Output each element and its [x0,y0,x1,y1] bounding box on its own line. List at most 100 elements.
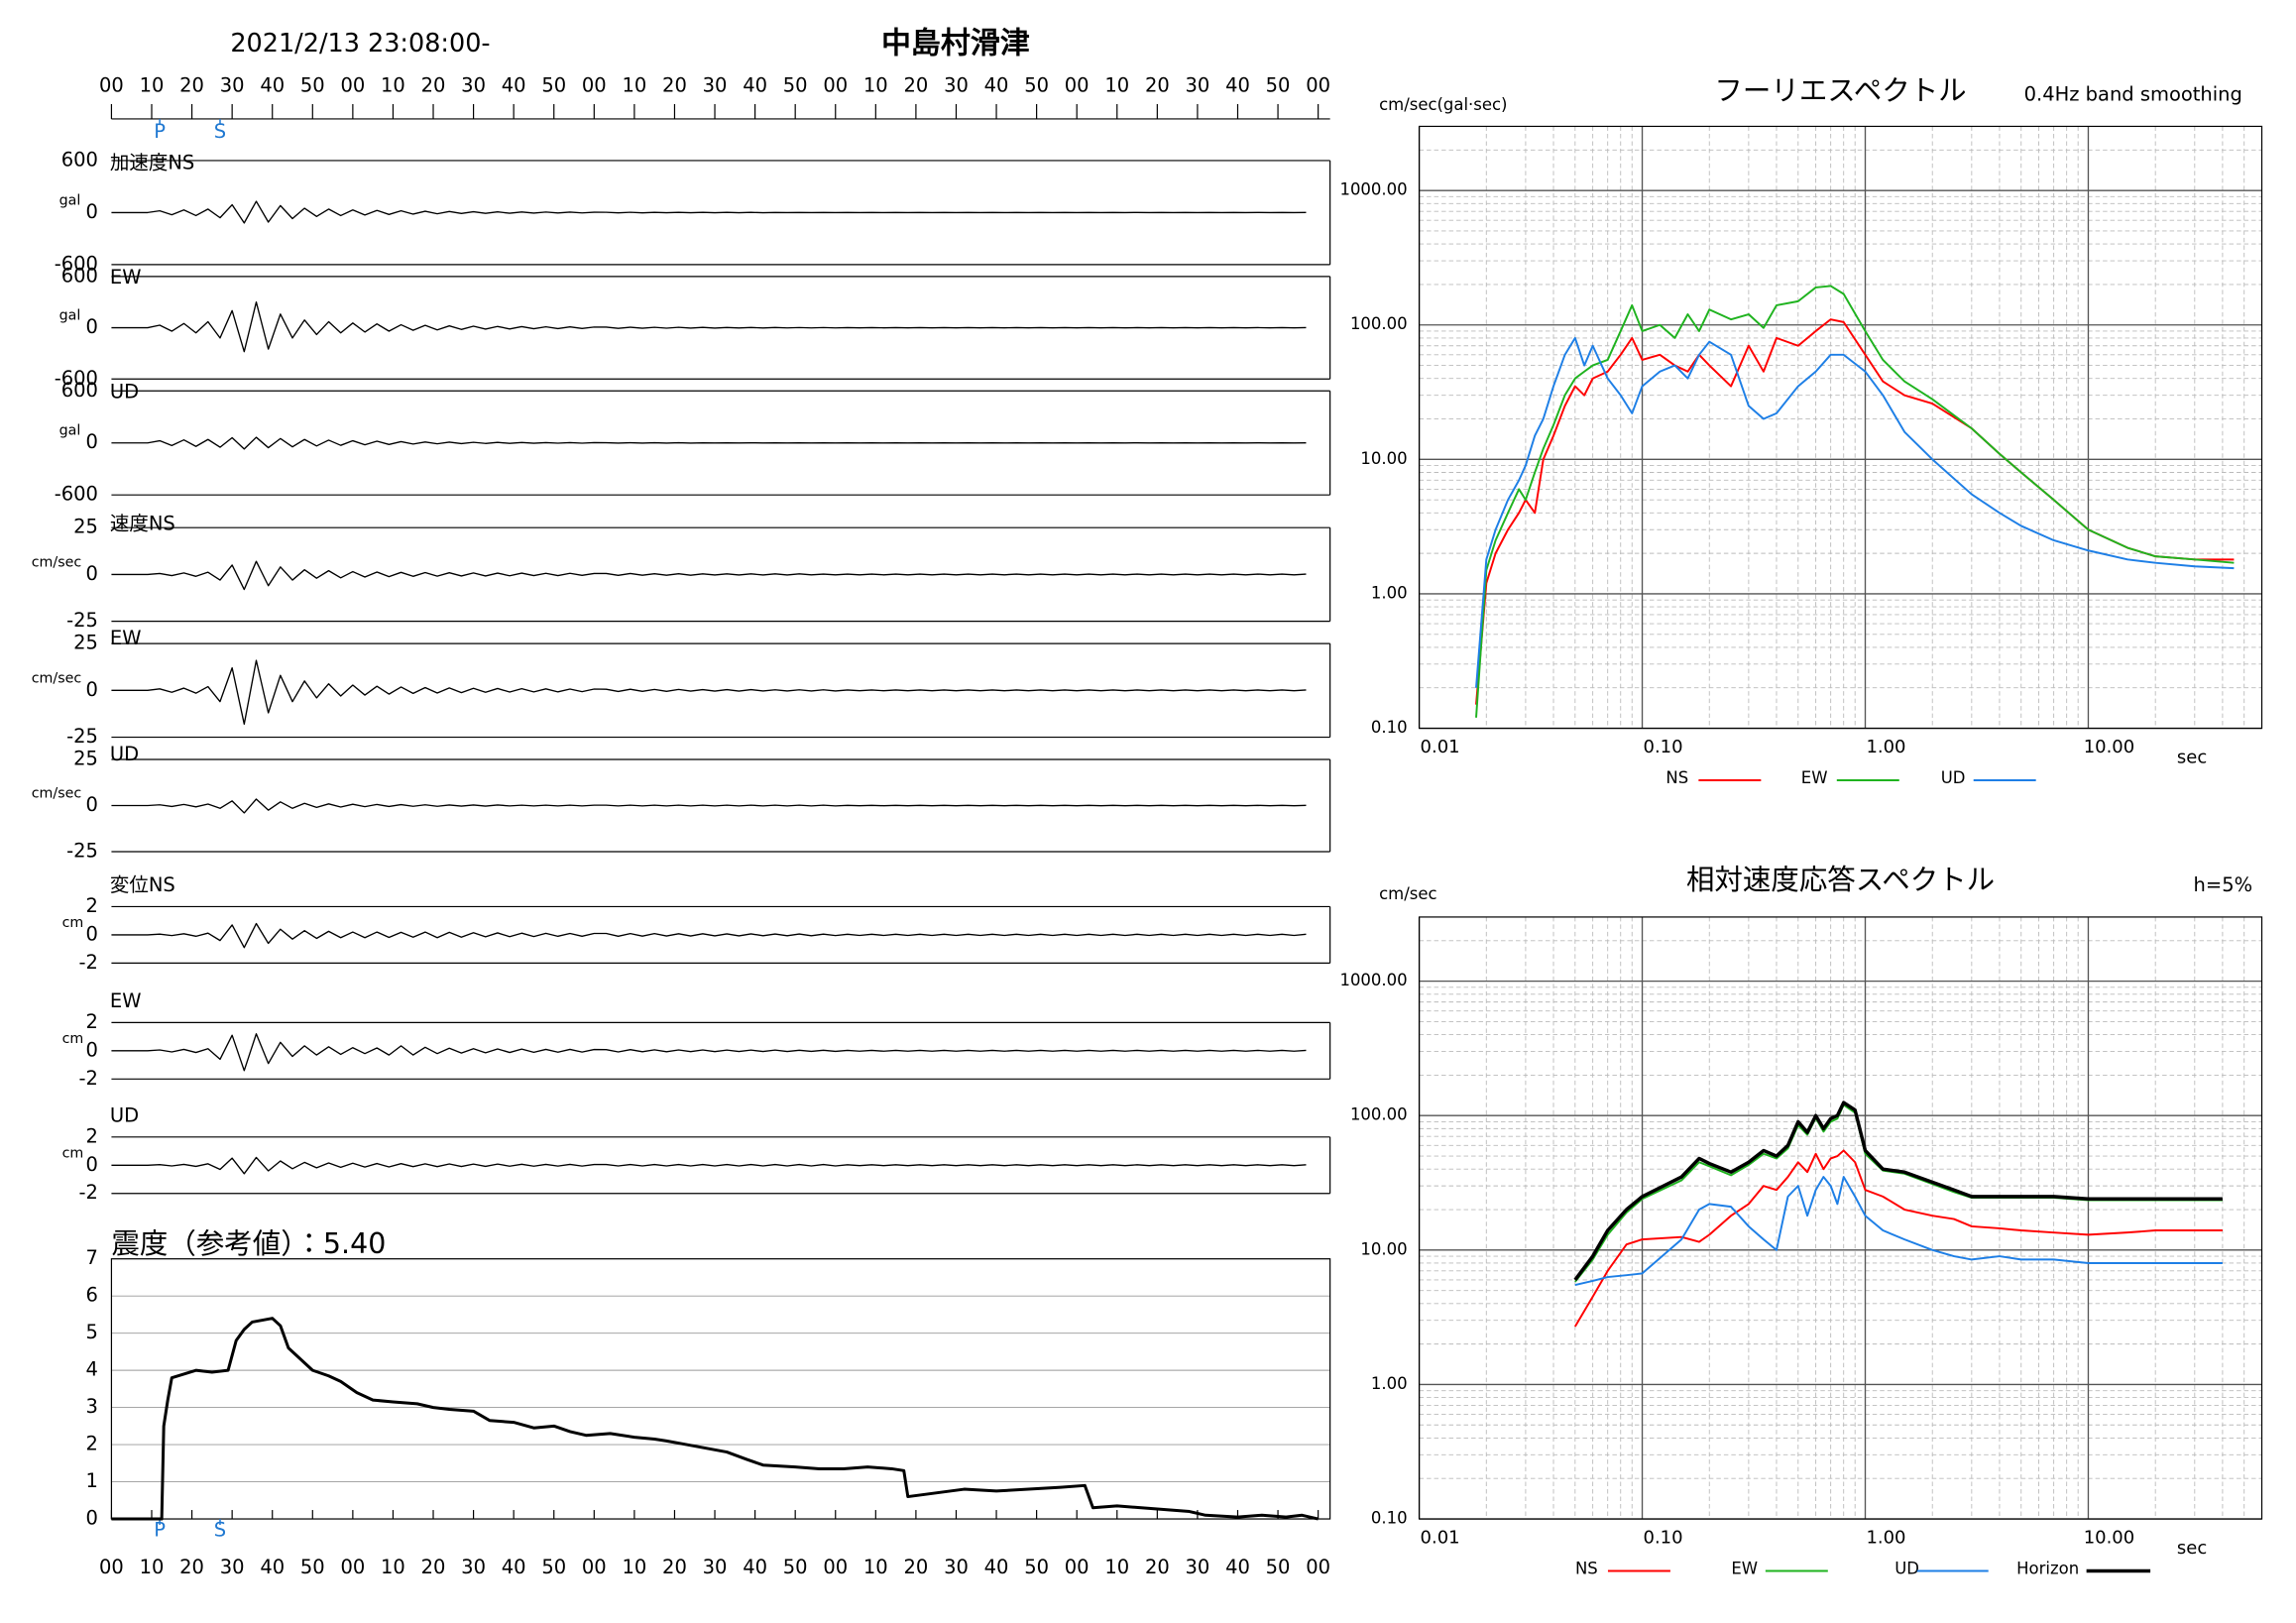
legend-label: EW [1801,768,1828,787]
y-tick-label: 600 [61,148,98,171]
time-tick-label: 50 [541,1556,566,1578]
legend-label: EW [1731,1560,1758,1578]
time-tick-label: 20 [179,73,204,96]
time-tick-label: 00 [823,1556,848,1578]
time-tick-label: 10 [381,73,405,96]
waveform-line [111,922,1307,949]
time-tick-label: 20 [904,73,929,96]
x-tick-label: 0.01 [1421,1528,1460,1549]
y-tick-label: 1 [86,1469,98,1492]
y-tick-label: 25 [73,748,98,770]
y-tick-label: -25 [66,839,98,862]
y-tick-label: 0 [86,1038,98,1061]
time-tick-label: 30 [944,1556,969,1578]
y-tick-label: 0 [86,678,98,701]
time-tick-label: 50 [541,73,566,96]
y-tick-label: -25 [66,725,98,748]
y-tick-label: 2 [86,1010,98,1033]
y-tick-label: 4 [86,1358,98,1381]
y-tick-label: 0 [86,922,98,945]
time-tick-label: 40 [1225,1556,1250,1578]
start-time: 2021/2/13 23:08:00- [230,29,490,58]
y-tick-label: 2 [86,894,98,917]
phase-label: S [214,1519,226,1542]
y-tick-label: 10.00 [1360,449,1407,468]
chart-title: 相対速度応答スペクトル [1686,864,1995,896]
y-tick-label: 100.00 [1350,1105,1408,1124]
intensity-title: 震度（参考値）：5.40 [111,1227,386,1260]
spectrum-line [1574,1103,2223,1283]
time-tick-label: 10 [863,1556,888,1578]
y-tick-label: 0 [86,1507,98,1530]
y-axis-label: cm/sec [1379,884,1436,903]
time-tick-label: 50 [1266,73,1291,96]
y-tick-label: 0.10 [1371,718,1408,737]
chart-subtitle: 0.4Hz band smoothing [2024,82,2242,105]
y-tick-label: 7 [86,1246,98,1269]
unit-label: gal [59,192,81,208]
x-tick-label: 1.00 [1866,737,1905,757]
waveform-line [111,301,1307,353]
y-tick-label: 2 [86,1433,98,1455]
plot-border [1418,916,2263,1520]
time-tick-label: 40 [1225,73,1250,96]
legend-label: UD [1941,768,1966,787]
time-tick-label: 20 [1145,73,1170,96]
time-tick-label: 30 [944,73,969,96]
y-tick-label: -2 [79,1181,98,1204]
panel-label: UD [110,380,139,403]
time-tick-label: 00 [99,73,124,96]
time-tick-label: 50 [300,1556,325,1578]
spectrum-line [1574,1176,2223,1286]
y-tick-label: 1000.00 [1339,180,1407,199]
y-tick-label: 5 [86,1321,98,1343]
time-tick-label: 40 [260,73,285,96]
y-tick-label: 0 [86,315,98,338]
unit-label: cm/sec [32,670,81,686]
spectrum-line [1475,336,2235,688]
time-tick-label: 40 [984,73,1009,96]
y-tick-label: -25 [66,609,98,632]
time-tick-label: 00 [823,73,848,96]
time-tick-label: 50 [1024,1556,1049,1578]
x-tick-label: 10.00 [2084,737,2134,757]
time-tick-label: 30 [703,1556,728,1578]
y-tick-label: 0 [86,1153,98,1176]
spectrum-line [1475,285,2235,718]
time-tick-label: 10 [1104,1556,1129,1578]
time-tick-label: 00 [1306,73,1330,96]
time-tick-label: 50 [1024,73,1049,96]
y-tick-label: 0 [86,793,98,816]
legend-label: NS [1665,768,1688,787]
phase-label: S [214,120,226,143]
waveform-line [111,200,1307,224]
y-tick-label: 0.10 [1371,1509,1408,1528]
panel-label: EW [110,627,142,649]
panel-label: UD [110,743,139,765]
time-tick-label: 50 [1266,1556,1291,1578]
y-tick-label: 1.00 [1371,1374,1408,1393]
time-tick-label: 40 [502,1556,526,1578]
time-tick-label: 40 [984,1556,1009,1578]
waveform-line [111,798,1307,814]
y-tick-label: -2 [79,951,98,974]
time-tick-label: 20 [662,73,687,96]
station-title: 中島村滑津 [881,27,1030,61]
time-tick-label: 10 [381,1556,405,1578]
x-axis-label: sec [2177,1538,2207,1559]
plot-border [110,1258,1331,1520]
time-tick-label: 10 [863,73,888,96]
unit-label: cm/sec [32,786,81,802]
time-tick-label: 00 [1065,73,1090,96]
x-tick-label: 0.01 [1421,737,1460,757]
time-tick-label: 40 [743,1556,767,1578]
panel-label: 変位NS [110,873,175,896]
waveform-line [111,1033,1307,1072]
y-tick-label: 100.00 [1350,314,1408,333]
time-tick-label: 50 [300,73,325,96]
y-tick-label: 1000.00 [1339,971,1407,989]
y-tick-label: 1.00 [1371,583,1408,602]
time-tick-label: 30 [220,73,245,96]
unit-label: gal [59,308,81,324]
